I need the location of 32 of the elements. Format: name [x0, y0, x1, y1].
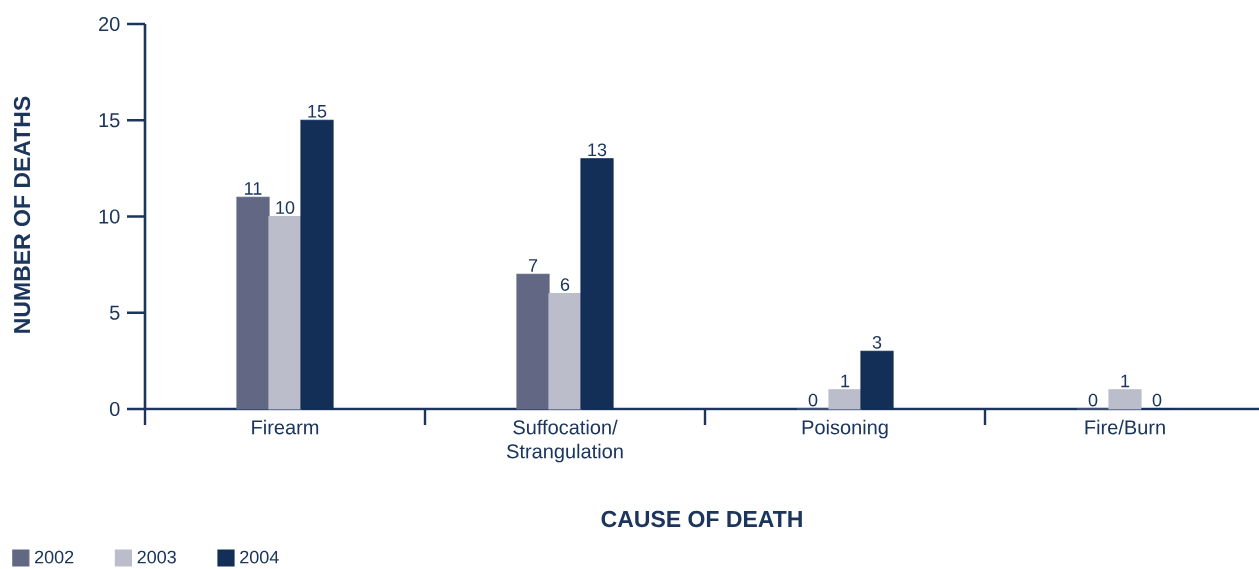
y-tick-label: 20: [99, 16, 120, 32]
bar: [516, 273, 550, 410]
data-label: 1: [841, 374, 850, 388]
x-tick-label: Suffocation/ Strangulation: [506, 419, 623, 463]
x-tick-label: Fire/Burn: [1085, 419, 1165, 435]
bar: [548, 292, 582, 410]
data-label: 10: [276, 201, 295, 214]
bar: [1108, 389, 1142, 410]
legend-label: 2002: [35, 550, 74, 564]
data-label: 15: [308, 105, 327, 118]
x-tick-label: Firearm: [252, 419, 319, 435]
y-tick-label: 0: [109, 401, 120, 417]
bar: [236, 196, 270, 410]
data-label: 11: [245, 182, 262, 195]
data-label: 6: [560, 278, 570, 291]
legend-label: 2003: [137, 550, 176, 564]
data-label: 1: [1121, 374, 1130, 388]
data-label: 3: [872, 335, 882, 349]
x-tick-label: Poisoning: [802, 419, 888, 439]
bar: [828, 389, 862, 410]
data-label: 7: [528, 259, 538, 272]
y-tick-label: 15: [99, 113, 120, 128]
x-axis-title: CAUSE OF DEATH: [601, 510, 802, 528]
bar: [268, 215, 302, 410]
data-label: 0: [808, 393, 818, 407]
data-label: 0: [1152, 393, 1162, 407]
y-axis-title: NUMBER OF DEATHS: [13, 96, 31, 333]
data-label: 0: [1088, 393, 1098, 407]
y-tick-label: 5: [109, 305, 120, 320]
y-tick-label: 10: [99, 209, 120, 224]
legend-label: 2004: [240, 550, 279, 564]
data-label: 13: [588, 143, 607, 157]
